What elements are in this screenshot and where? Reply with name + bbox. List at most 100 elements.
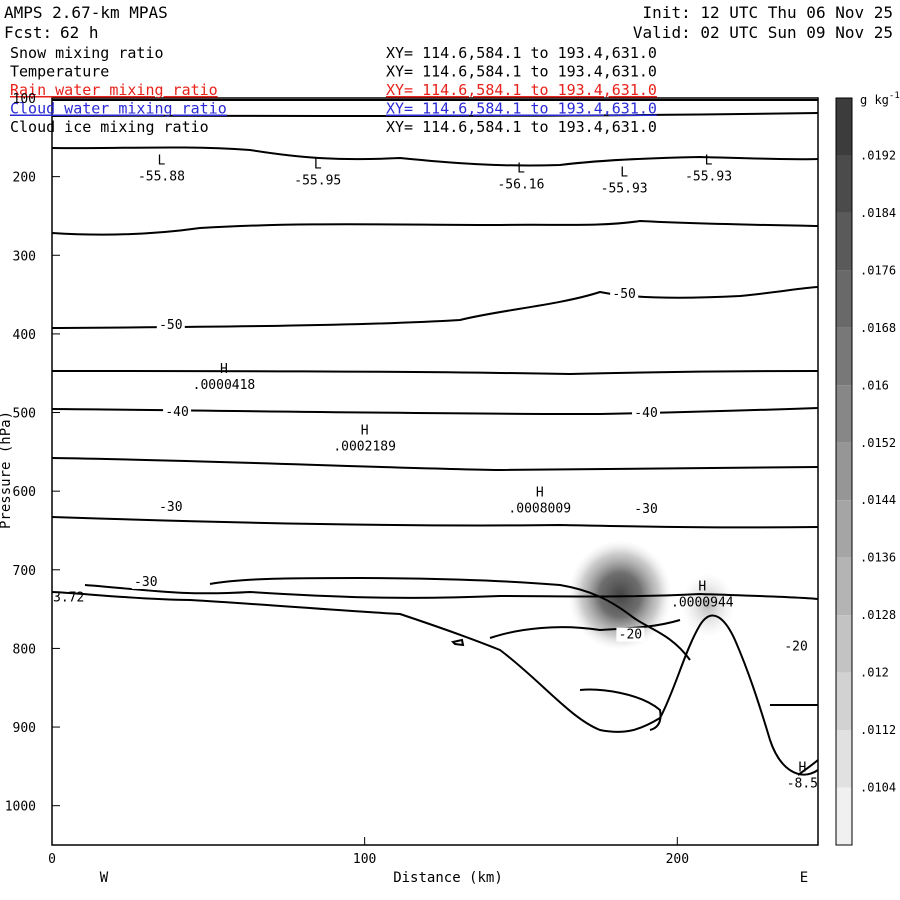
shaded-mixing-ratio bbox=[568, 540, 734, 650]
colorbar-label: .016 bbox=[860, 378, 889, 392]
colorbar-label: .0176 bbox=[860, 263, 896, 277]
extremum-type: H bbox=[536, 485, 544, 500]
extremum-type: H bbox=[798, 761, 806, 776]
east-label: E bbox=[800, 870, 808, 886]
colorbar-label: .0104 bbox=[860, 781, 896, 795]
x-tick-label: 0 bbox=[48, 852, 56, 867]
extremum-type: L bbox=[620, 165, 628, 180]
contour-label-bg bbox=[632, 501, 661, 516]
colorbar-swatch bbox=[836, 500, 852, 558]
contour-label: -50 bbox=[612, 287, 635, 302]
extremum-low: L-55.93 bbox=[685, 154, 732, 185]
colorbar-label: .0168 bbox=[860, 321, 896, 335]
temperature-contours bbox=[51, 99, 819, 776]
field-name: Cloud ice mixing ratio bbox=[10, 118, 209, 136]
extremum-value: -8.5 bbox=[787, 777, 818, 792]
contour-line bbox=[51, 112, 819, 117]
extremum-type: L bbox=[517, 161, 525, 176]
contour-line bbox=[797, 759, 819, 776]
contour-label: -40 bbox=[165, 405, 188, 420]
forecast-hours: 62 h bbox=[60, 23, 99, 42]
field-name: Temperature bbox=[10, 63, 109, 81]
extremum-value: .0002189 bbox=[333, 439, 396, 454]
contour-label-bg bbox=[610, 287, 639, 302]
extremum-type: H bbox=[361, 423, 369, 438]
colorbar-unit: g kg-1 bbox=[860, 91, 900, 107]
contour-line bbox=[51, 286, 819, 329]
valid-time: Valid: 02 UTC Sun 09 Nov 25 bbox=[633, 23, 893, 42]
colorbar-swatch bbox=[836, 212, 852, 271]
field-name: Cloud water mixing ratio bbox=[10, 100, 227, 118]
y-tick-label: 200 bbox=[13, 171, 36, 186]
colorbar-label: .0184 bbox=[860, 206, 896, 220]
extremum-high: H.0000418 bbox=[193, 362, 256, 393]
colorbar-label: .0144 bbox=[860, 493, 896, 507]
extremum-high: H.0002189 bbox=[333, 423, 396, 454]
colorbar-label: .012 bbox=[860, 666, 889, 680]
contour-line bbox=[51, 219, 819, 236]
y-tick-label: 800 bbox=[13, 642, 36, 657]
contour-label-bg bbox=[156, 317, 185, 332]
y-tick-label: 600 bbox=[13, 485, 36, 500]
shaded-max-secondary bbox=[682, 573, 734, 637]
y-tick-label: 300 bbox=[13, 249, 36, 264]
extremum-type: L bbox=[314, 157, 322, 172]
contour-label-bg bbox=[163, 405, 192, 420]
y-axis-label: Pressure (hPa) bbox=[0, 411, 14, 529]
colorbar-label: .0152 bbox=[860, 436, 896, 450]
field-xy-range: XY= 114.6,584.1 to 193.4,631.0 bbox=[386, 100, 657, 118]
west-label: W bbox=[100, 870, 109, 886]
forecast-label: Fcst: bbox=[4, 23, 52, 42]
extremum-type: L bbox=[158, 154, 166, 169]
contour-line bbox=[51, 146, 819, 167]
field-xy-range: XY= 114.6,584.1 to 193.4,631.0 bbox=[386, 63, 657, 81]
colorbar: .0192 .0184 .0176 .0168 .016 .0152 .0144 .0136.… bbox=[835, 97, 896, 846]
colorbar-swatch bbox=[836, 615, 852, 673]
y-tick-label: 900 bbox=[13, 721, 36, 736]
extremum-type: H bbox=[220, 362, 228, 377]
contour-label: -20 bbox=[619, 628, 642, 643]
contour-line bbox=[451, 638, 465, 647]
extremum-high: H.0008009 bbox=[508, 485, 571, 516]
colorbar-label: .0128 bbox=[860, 608, 896, 622]
colorbar-label: .0112 bbox=[860, 723, 896, 737]
plot-frame bbox=[51, 97, 819, 846]
x-tick-label: 100 bbox=[353, 852, 376, 867]
colorbar-swatch bbox=[836, 327, 852, 386]
colorbar-swatch bbox=[836, 98, 852, 156]
model-title: AMPS 2.67-km MPAS bbox=[4, 3, 168, 22]
y-tick-label: 700 bbox=[13, 564, 36, 579]
contour-line bbox=[51, 591, 819, 776]
extremum-type: H bbox=[698, 580, 706, 595]
contour-label: -30 bbox=[159, 500, 182, 515]
shaded-max-primary bbox=[568, 540, 672, 650]
colorbar-swatch bbox=[836, 442, 852, 501]
contour-line bbox=[84, 584, 819, 600]
field-name: Snow mixing ratio bbox=[10, 44, 164, 62]
extremum-high: H-8.5 bbox=[787, 761, 818, 792]
field-xy-range: XY= 114.6,584.1 to 193.4,631.0 bbox=[386, 118, 657, 136]
contour-label: -40 bbox=[634, 406, 657, 421]
contour-label: -30 bbox=[134, 575, 157, 590]
y-tick-label: 1000 bbox=[5, 800, 36, 815]
extremum-value: .0008009 bbox=[508, 501, 571, 516]
y-tick-label: 100 bbox=[13, 92, 36, 107]
x-axis-label: Distance (km) bbox=[393, 870, 503, 886]
colorbar-label: .0192 bbox=[860, 148, 896, 162]
colorbar-swatch bbox=[836, 672, 852, 731]
contour-line bbox=[51, 457, 819, 472]
extremum-high: H.0000944 bbox=[671, 580, 734, 611]
field-name: Rain water mixing ratio bbox=[10, 81, 218, 99]
colorbar-swatch bbox=[836, 270, 852, 328]
extremum-value: -56.16 bbox=[497, 177, 544, 192]
extremum-value: .0000418 bbox=[193, 378, 256, 393]
colorbar-swatch bbox=[836, 155, 852, 213]
contour-line bbox=[579, 688, 662, 731]
extremum-low: L-55.93 bbox=[601, 165, 648, 196]
extremum-low: L-55.88 bbox=[138, 154, 185, 185]
contour-line bbox=[51, 516, 819, 529]
colorbar-swatch bbox=[836, 787, 852, 845]
y-tick-label: 400 bbox=[13, 328, 36, 343]
extremum-value: -55.88 bbox=[138, 170, 185, 185]
